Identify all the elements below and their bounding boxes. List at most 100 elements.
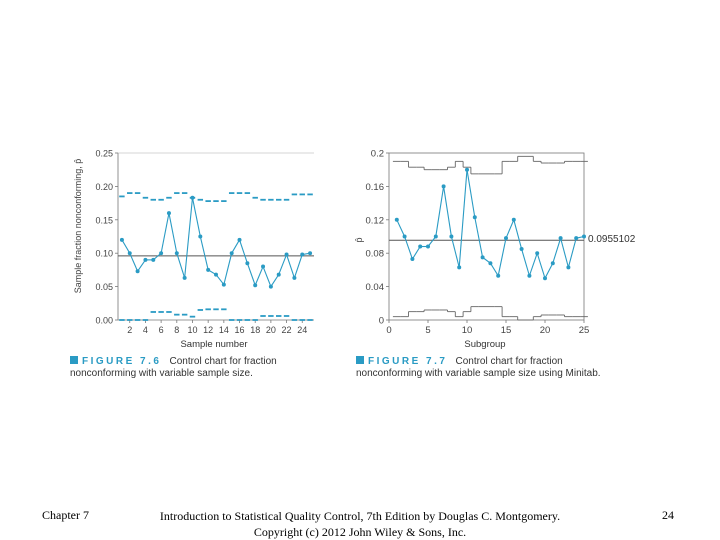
- data-point: [300, 252, 305, 257]
- x-tick-label: 18: [250, 325, 260, 335]
- x-tick-label: 10: [462, 325, 473, 336]
- data-point: [488, 261, 493, 266]
- series-segment: [458, 169, 468, 268]
- data-point: [433, 234, 438, 239]
- footer-chapter: Chapter 7: [42, 508, 89, 522]
- x-tick-label: 5: [425, 325, 430, 336]
- caption-text: Control chart for fraction nonconforming…: [70, 356, 277, 379]
- chart1-control-limits: [118, 192, 314, 321]
- footer-page-number: 24: [662, 508, 674, 522]
- chart2-x-axis-label: Subgroup: [464, 339, 505, 350]
- series-segment: [560, 238, 569, 268]
- citation-line-1: Introduction to Statistical Quality Cont…: [159, 509, 561, 523]
- data-point: [119, 237, 124, 242]
- y-tick-label: 0.04: [366, 282, 385, 293]
- x-tick-label: 20: [266, 325, 276, 335]
- data-point: [159, 251, 164, 256]
- data-point: [245, 261, 250, 266]
- data-point: [426, 244, 430, 249]
- data-point: [143, 257, 148, 262]
- data-point: [214, 272, 218, 277]
- series-segment: [137, 259, 146, 272]
- data-point: [394, 217, 399, 222]
- x-tick-label: 22: [282, 325, 292, 335]
- x-tick-label: 0: [386, 325, 391, 336]
- x-tick-label: 2: [127, 325, 132, 335]
- data-point: [543, 276, 547, 281]
- series-segment: [238, 239, 248, 264]
- series-segment: [286, 254, 295, 279]
- series-segment: [215, 274, 225, 285]
- y-tick-label: 0.05: [95, 282, 113, 292]
- x-tick-label: 14: [219, 325, 229, 335]
- citation-line-2: Copyright (c) 2012 John Wiley & Sons, In…: [253, 525, 467, 539]
- series-segment: [505, 219, 515, 239]
- x-tick-label: 24: [297, 325, 307, 335]
- x-tick-label: 15: [501, 325, 512, 336]
- series-segment: [466, 169, 476, 218]
- data-point: [402, 234, 407, 239]
- chart1-series: [119, 195, 313, 289]
- chart2-series: [394, 167, 586, 281]
- x-tick-label: 10: [187, 325, 197, 335]
- series-segment: [278, 254, 288, 275]
- data-point: [527, 273, 532, 278]
- x-tick-label: 4: [143, 325, 148, 335]
- series-segment: [528, 253, 538, 276]
- data-point: [237, 237, 242, 242]
- chart1-y-axis-label: Sample fraction nonconforming, p̂: [73, 159, 83, 294]
- data-point: [472, 215, 477, 220]
- x-tick-label: 8: [174, 325, 179, 335]
- data-point: [206, 267, 211, 272]
- data-point: [441, 184, 446, 189]
- figure-label: FIGURE 7.6: [82, 356, 162, 367]
- x-tick-label: 25: [579, 325, 590, 336]
- data-point: [550, 261, 555, 266]
- data-point: [190, 195, 195, 200]
- series-segment: [474, 217, 484, 258]
- series-segment: [246, 263, 256, 286]
- x-tick-label: 12: [203, 325, 213, 335]
- data-point: [308, 251, 313, 256]
- data-point: [410, 257, 415, 262]
- data-point: [276, 272, 281, 277]
- series-segment: [443, 186, 452, 237]
- series-segment: [270, 274, 280, 287]
- data-point: [151, 257, 156, 262]
- series-segment: [411, 246, 421, 260]
- series-segment: [404, 236, 413, 260]
- caption-text: Control chart for fraction nonconforming…: [356, 356, 601, 379]
- chart2-axes: 0 0.04 0.08 0.12 0.16 0.2 0 5 10 15 20 25: [366, 149, 590, 337]
- data-point: [449, 234, 454, 239]
- series-segment: [567, 238, 577, 268]
- series-segment: [231, 239, 240, 254]
- y-tick-label: 0: [379, 316, 384, 327]
- chart2-center-line-label: 0.0955102: [588, 234, 636, 245]
- x-tick-label: 6: [159, 325, 164, 335]
- data-point: [182, 275, 187, 280]
- series-segment: [223, 253, 233, 285]
- data-point: [221, 282, 226, 287]
- series-segment: [544, 262, 554, 279]
- x-tick-label: 16: [235, 325, 245, 335]
- data-point: [566, 265, 571, 270]
- data-point: [535, 251, 540, 256]
- data-point: [480, 255, 485, 260]
- y-tick-label: 0.12: [366, 215, 385, 226]
- data-point: [496, 273, 501, 278]
- series-segment: [497, 238, 507, 276]
- series-segment: [184, 197, 194, 278]
- data-point: [519, 247, 524, 252]
- series-segment: [489, 262, 499, 277]
- y-tick-label: 0.00: [95, 316, 113, 326]
- data-point: [229, 251, 234, 256]
- series-segment: [199, 236, 209, 271]
- data-point: [166, 211, 171, 216]
- data-point: [268, 284, 273, 289]
- series-segment: [513, 219, 523, 250]
- series-segment: [262, 266, 272, 287]
- figure-label: FIGURE 7.7: [368, 356, 448, 367]
- series-segment: [129, 252, 139, 272]
- caption-marker-icon: [70, 356, 78, 364]
- series-segment: [521, 248, 530, 276]
